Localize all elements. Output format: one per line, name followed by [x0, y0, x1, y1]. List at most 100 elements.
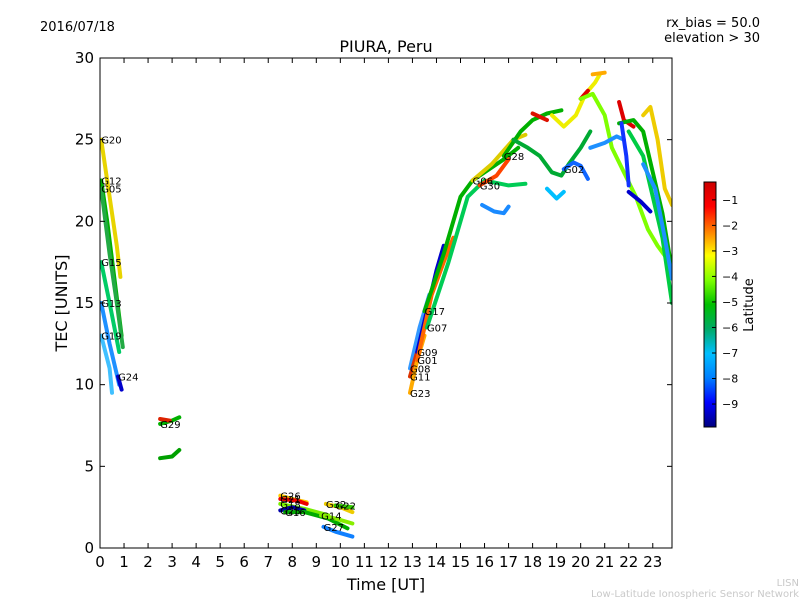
- y-axis-ticks: 0 5 10 15 20 25 30: [75, 49, 672, 557]
- series-track-38: [588, 134, 626, 150]
- series-g05: [100, 186, 125, 350]
- series-track-30: [530, 111, 549, 123]
- series-label-g32: G32: [326, 500, 346, 511]
- x-tick-label: 11: [355, 553, 374, 571]
- colorbar-tick-label: −7: [722, 347, 738, 360]
- x-tick-label: 23: [643, 553, 662, 571]
- series-g29: [158, 415, 182, 426]
- series-g19: [100, 333, 114, 395]
- series-label-g23: G23: [410, 389, 430, 400]
- series-g07: [424, 178, 528, 330]
- x-tick-label: 17: [499, 553, 518, 571]
- series-g21: [278, 497, 309, 506]
- series-track-31: [511, 129, 593, 178]
- x-tick-label: 7: [263, 553, 273, 571]
- series-label-g12: G12: [101, 177, 121, 188]
- footer-network: Low-Latitude Ionospheric Sensor Network: [591, 589, 799, 600]
- series-label-g24: G24: [118, 373, 138, 384]
- series-label-g28: G28: [504, 152, 524, 163]
- x-tick-label: 8: [287, 553, 297, 571]
- series-track-9: [158, 448, 182, 461]
- series-label-g08: G08: [410, 364, 430, 375]
- colorbar-tick-label: −5: [722, 296, 738, 309]
- y-tick-label: 30: [75, 49, 94, 67]
- x-tick-label: 2: [143, 553, 153, 571]
- series-g01: [415, 235, 456, 363]
- series-label-g11: G11: [410, 373, 430, 384]
- series-label-g21: G21: [280, 495, 300, 506]
- colorbar-tick-label: −9: [722, 398, 738, 411]
- series-g14: [319, 513, 355, 526]
- series-track-8: [158, 417, 172, 423]
- series-g27: [321, 524, 355, 539]
- x-tick-label: 6: [239, 553, 249, 571]
- series-label-g25: G25: [280, 506, 300, 517]
- series-g15: [100, 260, 122, 354]
- series-label-g13: G13: [101, 299, 121, 310]
- series-label-g18: G18: [280, 500, 300, 511]
- series-g13: [100, 301, 122, 387]
- series-track-41: [617, 118, 672, 273]
- x-tick-label: 0: [95, 553, 105, 571]
- series-g24: [116, 374, 124, 392]
- plot-frame: [99, 57, 673, 549]
- x-tick-label: 12: [379, 553, 398, 571]
- series-g02: [561, 160, 590, 181]
- series-label-g01: G01: [417, 356, 437, 367]
- x-tick-label: 22: [619, 553, 638, 571]
- colorbar-tick-label: −2: [722, 219, 738, 232]
- series-label-g09: G09: [417, 348, 437, 359]
- series-label-g17: G17: [425, 307, 445, 318]
- series-track-43: [619, 121, 631, 188]
- series-label-g07: G07: [427, 324, 447, 335]
- y-tick-label: 15: [75, 294, 94, 312]
- series-label-g26: G26: [280, 492, 300, 503]
- y-tick-label: 5: [84, 457, 94, 475]
- series-label-g27: G27: [324, 523, 344, 534]
- x-axis-label: Time [UT]: [346, 575, 425, 594]
- series-track-44: [626, 189, 653, 214]
- series-track-42: [626, 129, 672, 305]
- y-tick-label: 0: [84, 539, 94, 557]
- x-tick-label: 15: [451, 553, 470, 571]
- series-track-40: [641, 105, 672, 207]
- series-layer: [100, 70, 672, 539]
- series-label-g29: G29: [160, 420, 180, 431]
- colorbar: [703, 181, 717, 428]
- elevation-label: elevation > 30: [664, 31, 760, 46]
- x-tick-label: 13: [403, 553, 422, 571]
- series-label-g16: G16: [285, 508, 305, 519]
- x-tick-label: 5: [215, 553, 225, 571]
- series-g30: [477, 157, 511, 188]
- series-track-45: [641, 162, 672, 281]
- y-axis-label: TEC [UNITS]: [52, 255, 71, 353]
- series-g06: [470, 132, 528, 183]
- series-track-37: [578, 91, 672, 265]
- chart-title: PIURA, Peru: [339, 37, 432, 56]
- series-track-35: [590, 70, 607, 77]
- y-tick-label: 20: [75, 212, 94, 230]
- series-label-g30: G30: [480, 181, 500, 192]
- series-label-g20: G20: [101, 136, 121, 147]
- series-track-28: [480, 203, 511, 216]
- x-axis-ticks: 0 1 2 3 4 5 6 7 8 9 10 11 12 13 14 15 16 17 18 19 20 21 22 23: [95, 58, 662, 571]
- x-tick-label: 4: [191, 553, 201, 571]
- y-tick-label: 25: [75, 131, 94, 149]
- series-label-g06: G06: [473, 177, 493, 188]
- colorbar-tick-label: −6: [722, 321, 738, 334]
- series-label-g02: G02: [564, 165, 584, 176]
- series-label-g15: G15: [101, 258, 121, 269]
- x-tick-label: 9: [312, 553, 322, 571]
- series-track-39: [617, 100, 636, 129]
- x-tick-label: 1: [119, 553, 129, 571]
- colorbar-tick-label: −1: [722, 194, 738, 207]
- x-tick-label: 3: [167, 553, 177, 571]
- x-tick-label: 21: [595, 553, 614, 571]
- footer-lisn: LISN: [777, 578, 799, 589]
- x-tick-label: 14: [427, 553, 446, 571]
- series-track-32: [545, 186, 566, 201]
- x-tick-label: 16: [475, 553, 494, 571]
- rx-bias-label: rx_bias = 50.0: [666, 16, 760, 31]
